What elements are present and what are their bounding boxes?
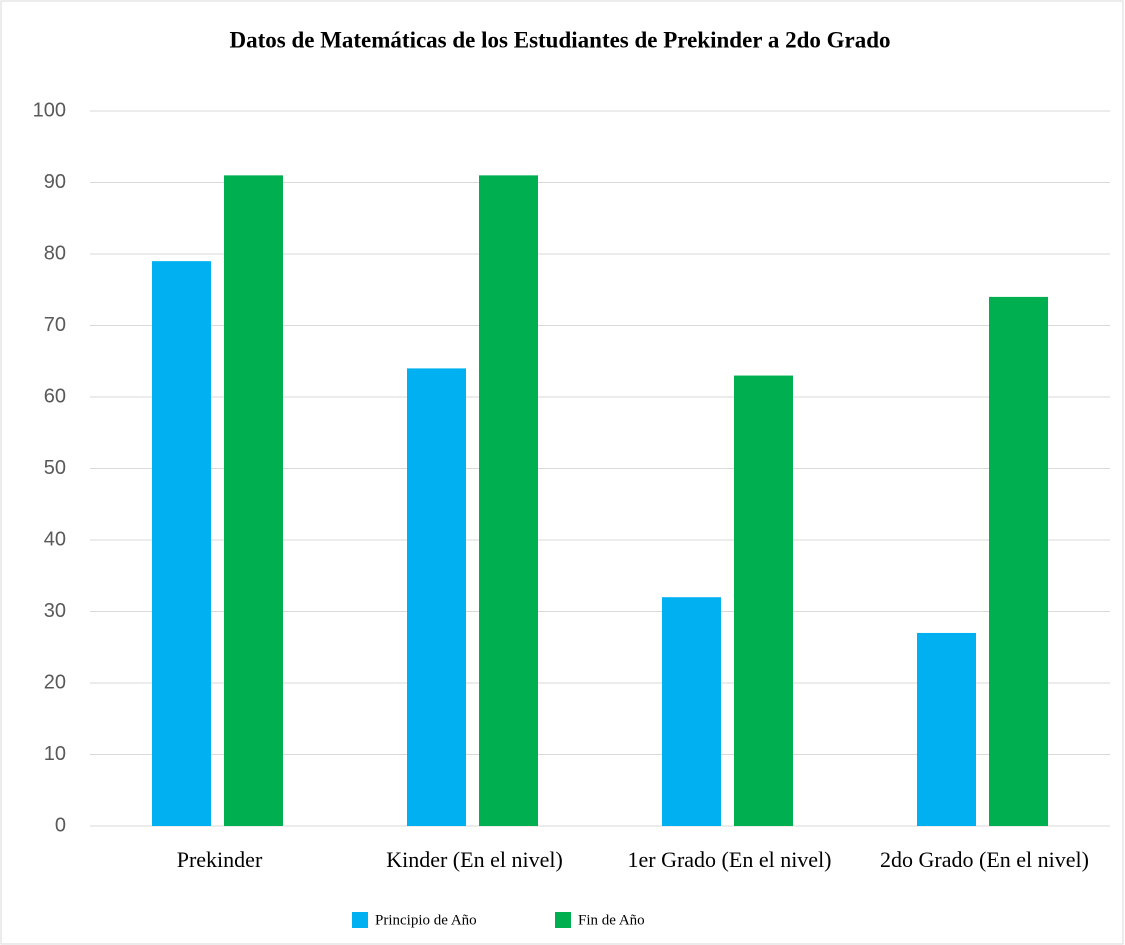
bar [989,296,1048,826]
y-tick-label: 90 [44,171,66,193]
y-tick-label: 20 [44,671,66,693]
bar [479,175,538,827]
legend-label: Principio de Año [375,912,477,928]
y-tick-label: 80 [44,242,66,264]
legend-label: Fin de Año [578,912,645,928]
x-tick-label: Kinder (En el nivel) [386,847,563,872]
bar [224,175,283,827]
y-tick-label: 60 [44,385,66,407]
bar [407,368,466,826]
y-tick-label: 10 [44,743,66,765]
legend-swatch [352,912,368,928]
bar [734,375,793,826]
x-tick-label: Prekinder [177,847,263,872]
y-tick-label: 40 [44,528,66,550]
bar [152,261,211,826]
y-tick-label: 50 [44,457,66,479]
chart-title: Datos de Matemáticas de los Estudiantes … [229,27,890,52]
x-tick-label: 2do Grado (En el nivel) [880,847,1089,872]
bar [662,597,721,826]
y-tick-label: 100 [33,99,66,121]
legend-swatch [555,912,571,928]
y-tick-label: 0 [55,814,66,836]
y-tick-label: 30 [44,600,66,622]
x-tick-label: 1er Grado (En el nivel) [627,847,831,872]
bar [917,632,976,826]
y-tick-label: 70 [44,314,66,336]
